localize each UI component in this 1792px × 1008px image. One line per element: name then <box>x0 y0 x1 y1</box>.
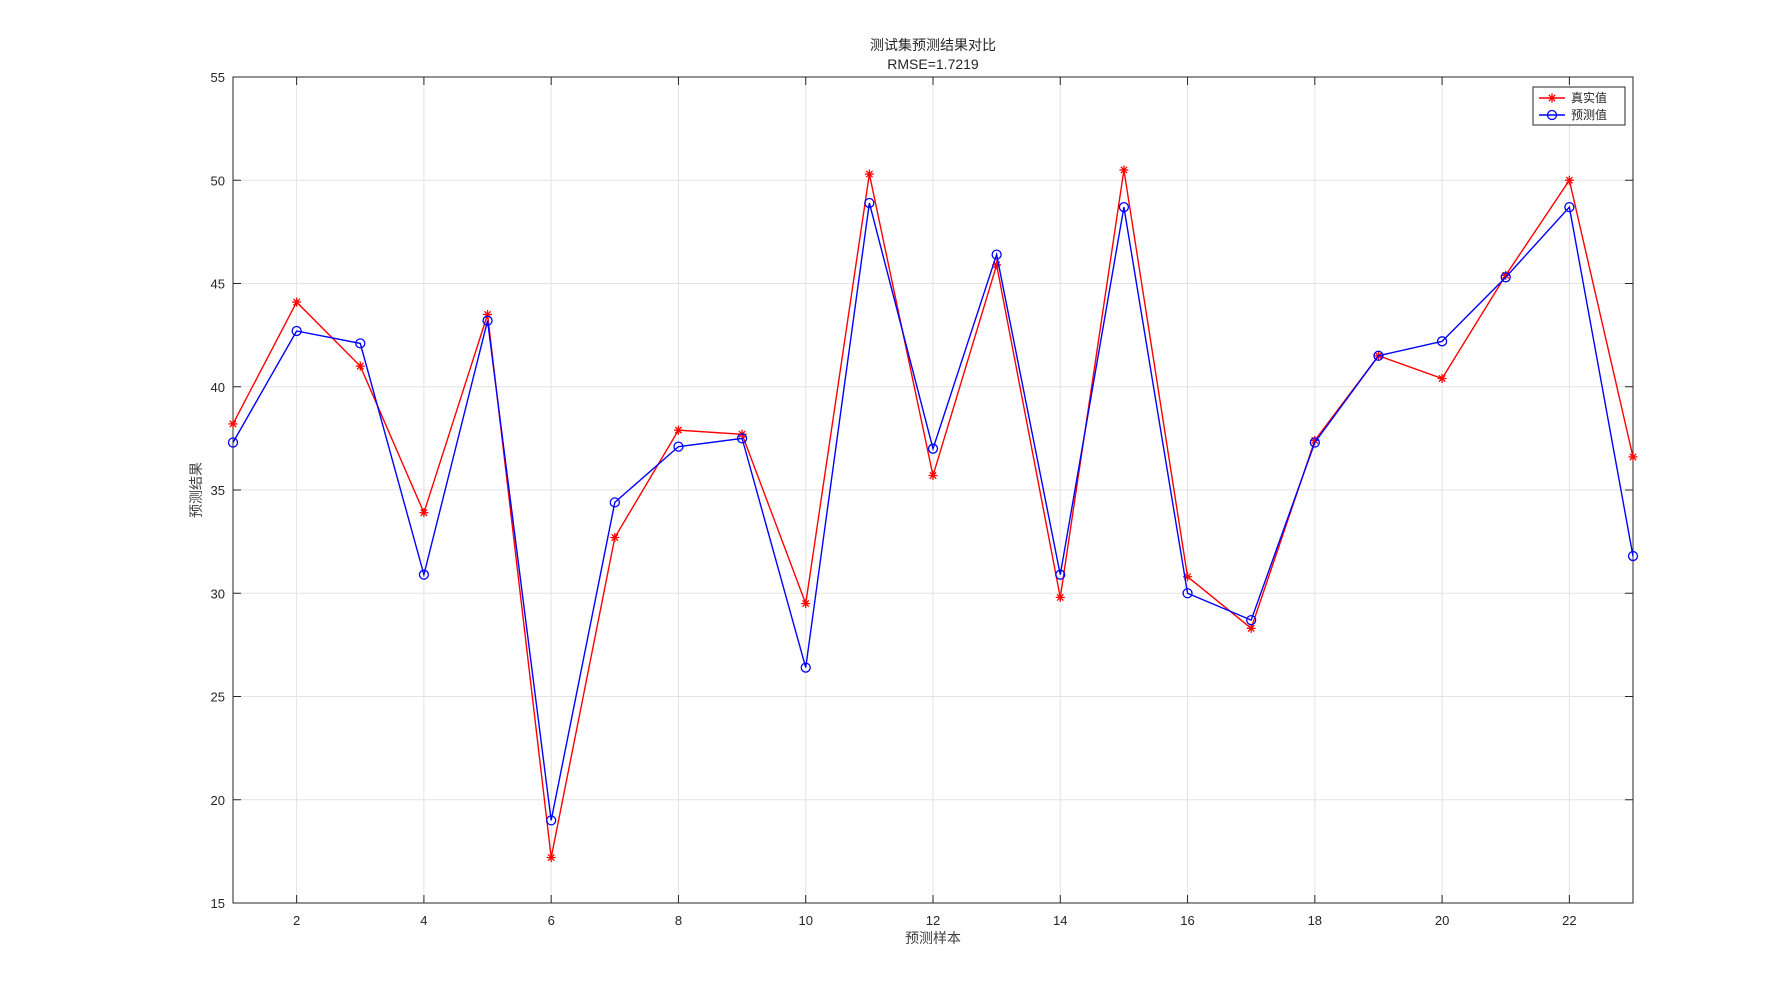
data-point-marker <box>1182 588 1193 599</box>
data-point-marker <box>928 471 938 481</box>
data-point-marker <box>864 169 874 179</box>
data-point-marker <box>1564 175 1574 185</box>
data-point-marker <box>1055 569 1066 580</box>
grid <box>233 77 1633 903</box>
data-point-marker <box>864 197 875 209</box>
x-tick-label: 8 <box>675 913 682 928</box>
legend-item: 真实值 <box>1539 90 1607 105</box>
x-tick-label: 6 <box>548 913 555 928</box>
axis-ticks: 2 4 6 8 10 12 14 16 18 20 22 15 20 25 30 35 40 45 50 55 <box>211 70 1633 928</box>
data-point-marker <box>291 325 302 337</box>
data-point-marker <box>673 441 684 452</box>
series-predicted <box>227 197 1639 826</box>
data-point-marker <box>1437 373 1447 383</box>
data-point-marker <box>610 532 620 542</box>
x-tick-label: 10 <box>798 913 812 928</box>
data-point-marker <box>801 599 811 609</box>
y-tick-label: 50 <box>211 173 225 188</box>
data-point-marker <box>609 497 620 508</box>
data-point-marker <box>800 662 811 673</box>
data-point-marker <box>1246 614 1257 626</box>
legend-marker <box>1546 109 1558 121</box>
data-point-marker <box>228 419 238 429</box>
x-tick-label: 22 <box>1562 913 1576 928</box>
data-point-marker <box>1564 201 1575 213</box>
data-point-marker <box>1436 336 1448 347</box>
y-tick-label: 45 <box>211 277 225 292</box>
x-tick-label: 14 <box>1053 913 1067 928</box>
data-point-marker <box>991 249 1002 260</box>
data-point-marker <box>736 433 748 444</box>
y-tick-label: 30 <box>211 586 225 601</box>
series-line <box>232 202 1634 821</box>
x-axis-label: 预测样本 <box>905 931 961 947</box>
data-point-marker <box>1246 623 1256 633</box>
data-point-marker <box>1118 201 1130 213</box>
data-point-marker <box>546 815 557 826</box>
data-point-marker <box>1309 437 1320 448</box>
x-tick-label: 12 <box>926 913 940 928</box>
y-tick-label: 40 <box>211 380 225 395</box>
data-point-marker <box>1627 550 1639 562</box>
y-tick-label: 25 <box>211 690 225 705</box>
data-point-marker <box>1500 272 1511 283</box>
data-point-marker <box>227 437 239 448</box>
x-tick-label: 4 <box>420 913 427 928</box>
series-group <box>227 165 1639 863</box>
data-point-marker <box>355 361 365 371</box>
y-tick-label: 15 <box>211 896 225 911</box>
data-point-marker <box>1501 270 1511 280</box>
data-point-marker <box>673 425 683 435</box>
y-tick-label: 55 <box>211 70 225 85</box>
data-point-marker <box>482 315 493 326</box>
data-point-marker <box>927 443 939 454</box>
y-axis-label: 预测结果 <box>189 462 205 518</box>
legend-box <box>1532 86 1626 126</box>
data-point-marker <box>355 338 366 349</box>
data-point-marker <box>292 297 302 307</box>
data-point-marker <box>1373 350 1384 361</box>
y-tick-label: 20 <box>211 793 225 808</box>
x-tick-label: 2 <box>293 913 300 928</box>
y-tick-label: 35 <box>211 483 225 498</box>
chart-subtitle: RMSE=1.7219 <box>887 56 979 72</box>
data-point-marker <box>1119 165 1129 175</box>
data-point-marker <box>1628 452 1638 462</box>
data-point-marker <box>1055 592 1065 602</box>
chart-title: 测试集预测结果对比 <box>870 37 996 54</box>
data-point-marker <box>546 853 556 863</box>
data-point-marker <box>419 508 429 518</box>
legend-label: 真实值 <box>1571 90 1607 105</box>
legend-marker <box>1547 93 1557 103</box>
legend-label: 预测值 <box>1571 107 1607 122</box>
x-tick-label: 20 <box>1435 913 1449 928</box>
legend-item: 预测值 <box>1539 107 1607 122</box>
x-tick-label: 16 <box>1180 913 1194 928</box>
data-point-marker <box>418 569 430 580</box>
x-tick-label: 18 <box>1308 913 1322 928</box>
